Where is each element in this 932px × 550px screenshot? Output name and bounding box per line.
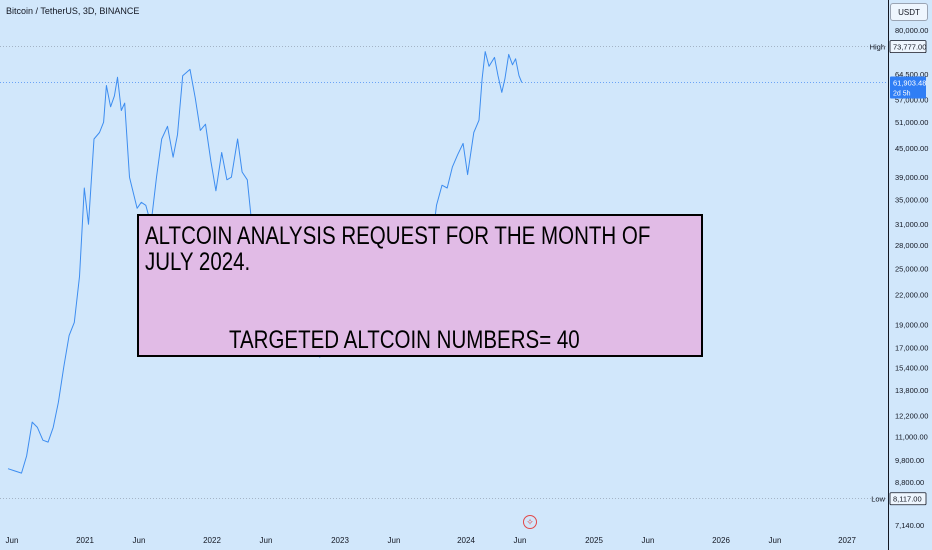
last-price-value: 61,903.48 xyxy=(893,79,926,88)
annotation-line-2: JULY 2024. xyxy=(145,248,251,276)
x-tick-label: 2024 xyxy=(457,536,475,545)
last-price-box xyxy=(890,76,926,99)
y-tick-label: 45,000.00 xyxy=(895,144,928,153)
low-label: Low xyxy=(871,495,885,504)
y-tick-label: 51,000.00 xyxy=(895,118,928,127)
x-tick-label: Jun xyxy=(388,536,401,545)
high-label: High xyxy=(870,43,885,52)
x-tick-label: Jun xyxy=(133,536,146,545)
y-tick-label: 31,000.00 xyxy=(895,220,928,229)
x-tick-label: 2027 xyxy=(838,536,856,545)
x-tick-label: 2021 xyxy=(76,536,94,545)
x-tick-label: Jun xyxy=(6,536,19,545)
x-tick-label: 2023 xyxy=(331,536,349,545)
y-tick-label: 12,200.00 xyxy=(895,411,928,420)
y-tick-label: 17,000.00 xyxy=(895,343,928,352)
y-tick-label: 22,000.00 xyxy=(895,290,928,299)
x-tick-label: Jun xyxy=(642,536,655,545)
x-tick-label: Jun xyxy=(769,536,782,545)
y-tick-label: 19,000.00 xyxy=(895,321,928,330)
x-tick-label: Jun xyxy=(260,536,273,545)
low-value-box xyxy=(889,492,927,506)
y-tick-label: 8,800.00 xyxy=(895,478,924,487)
y-tick-label: 39,000.00 xyxy=(895,173,928,182)
y-tick-label: 15,400.00 xyxy=(895,364,928,373)
y-tick-label: 57,000.00 xyxy=(895,95,928,104)
high-value-box xyxy=(889,40,927,53)
y-tick-label: 9,800.00 xyxy=(895,456,924,465)
y-tick-label: 35,000.00 xyxy=(895,195,928,204)
chart-title: Bitcoin / TetherUS, 3D, BINANCE xyxy=(6,6,140,16)
low-value: 8,117.00 xyxy=(893,495,922,504)
y-tick-label: 13,800.00 xyxy=(895,386,928,395)
annotation-line-3: TARGETED ALTCOIN NUMBERS= 40 xyxy=(229,326,580,354)
y-tick-label: 28,000.00 xyxy=(895,241,928,250)
x-tick-label: 2025 xyxy=(585,536,603,545)
annotation-line-1: ALTCOIN ANALYSIS REQUEST FOR THE MONTH O… xyxy=(145,222,651,250)
x-tick-label: 2022 xyxy=(203,536,221,545)
y-tick-label: 25,000.00 xyxy=(895,264,928,273)
y-tick-label: 64,500.00 xyxy=(895,70,928,79)
tradingview-logo-icon[interactable]: ✧ xyxy=(523,515,537,529)
annotation-box[interactable]: ALTCOIN ANALYSIS REQUEST FOR THE MONTH O… xyxy=(137,214,703,357)
y-tick-label: 80,000.00 xyxy=(895,26,928,35)
x-tick-label: Jun xyxy=(514,536,527,545)
y-tick-label: 11,000.00 xyxy=(895,432,928,441)
x-tick-label: 2026 xyxy=(712,536,730,545)
last-price-countdown: 2d 5h xyxy=(893,91,911,98)
y-tick-label: 7,140.00 xyxy=(895,521,924,530)
high-value: 73,777.00 xyxy=(893,43,926,52)
price-axis-separator xyxy=(888,0,889,550)
currency-button[interactable]: USDT xyxy=(890,3,928,21)
